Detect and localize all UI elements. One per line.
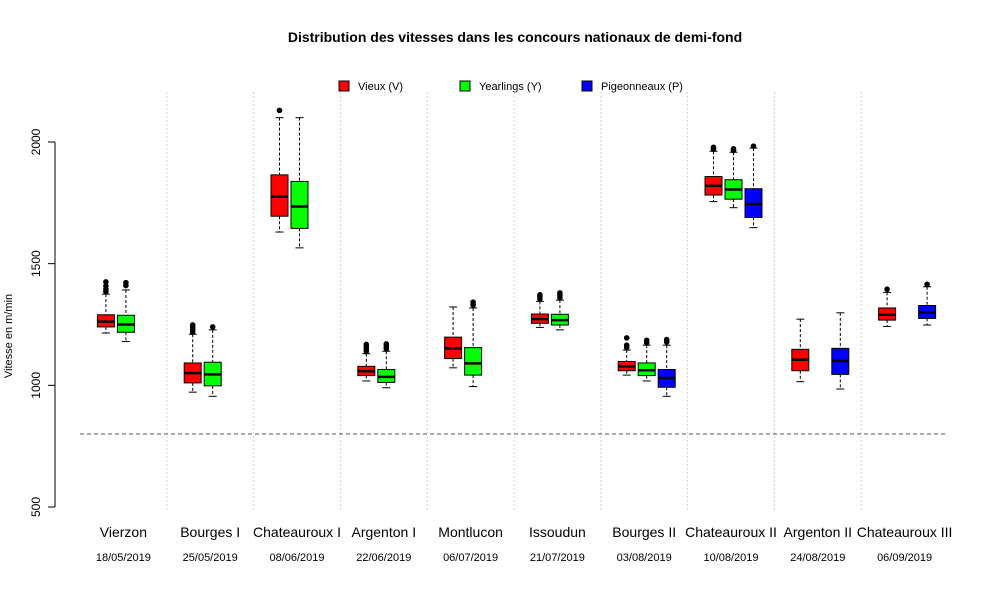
race-date-label: 10/08/2019 xyxy=(703,552,758,564)
y-axis: 500 1000 1500 2000 xyxy=(29,128,56,517)
race-name-label: Argenton II xyxy=(784,524,853,540)
outlier-point-y xyxy=(643,337,650,344)
race-group xyxy=(617,335,676,397)
box-y xyxy=(464,347,483,376)
outlier-point-v xyxy=(103,279,109,285)
race-group xyxy=(357,341,396,389)
outlier-point-v xyxy=(363,341,370,348)
y-tick-label: 500 xyxy=(29,497,43,517)
chart-title: Distribution des vitesses dans les conco… xyxy=(288,29,742,45)
y-tick-label: 1000 xyxy=(29,372,43,399)
race-name-label: Bourges II xyxy=(612,524,676,540)
outlier-point-v xyxy=(623,335,630,341)
legend-label-y: Yearlings (Y) xyxy=(479,81,542,93)
race-date-label: 03/08/2019 xyxy=(617,552,672,564)
y-tick-label: 2000 xyxy=(29,128,43,155)
race-group xyxy=(444,299,483,388)
legend: Vieux (V) Yearlings (Y) Pigeonneaux (P) xyxy=(338,80,683,93)
box-y xyxy=(290,180,309,229)
outlier-point-y xyxy=(383,341,390,347)
race-group xyxy=(791,312,850,390)
outlier-point-v xyxy=(884,286,890,293)
outlier-point-v xyxy=(103,283,109,289)
legend-swatch-v xyxy=(338,80,350,92)
race-date-label: 18/05/2019 xyxy=(96,552,151,564)
outlier-point-v xyxy=(537,292,543,298)
race-date-label: 21/07/2019 xyxy=(530,552,585,564)
outlier-point-v xyxy=(710,144,717,151)
outlier-point-y xyxy=(557,290,563,296)
race-group xyxy=(183,322,222,397)
race-date-label: 25/05/2019 xyxy=(183,552,238,564)
race-name-label: Vierzon xyxy=(100,524,147,540)
race-name-label: Chateauroux III xyxy=(857,524,953,540)
legend-label-v: Vieux (V) xyxy=(358,81,403,93)
x-axis-labels: Vierzon 18/05/2019 Bourges I 25/05/2019 Chat… xyxy=(96,524,953,564)
outlier-point-y xyxy=(123,279,129,286)
race-date-label: 08/06/2019 xyxy=(269,552,324,564)
race-name-label: Bourges I xyxy=(180,524,240,540)
y-axis-label: Vitesse en m/min xyxy=(3,294,15,378)
race-separators xyxy=(166,92,862,512)
race-name-label: Chateauroux I xyxy=(253,524,341,540)
outlier-point-p xyxy=(750,143,757,149)
legend-swatch-p xyxy=(581,80,593,92)
race-name-label: Issoudun xyxy=(529,524,586,540)
race-group xyxy=(270,107,309,249)
race-group xyxy=(530,290,569,331)
race-name-label: Chateauroux II xyxy=(685,524,777,540)
race-date-label: 24/08/2019 xyxy=(790,552,845,564)
outlier-point-p xyxy=(924,281,930,288)
outlier-point-y xyxy=(730,146,737,152)
outlier-point-y xyxy=(209,324,216,330)
outlier-point-v xyxy=(189,322,196,328)
box-group xyxy=(96,107,937,397)
outlier-point-y xyxy=(470,299,476,305)
race-date-label: 06/09/2019 xyxy=(877,552,932,564)
race-name-label: Argenton I xyxy=(351,524,416,540)
y-tick-label: 1500 xyxy=(29,250,43,277)
outlier-point-p xyxy=(663,336,670,343)
legend-swatch-y xyxy=(459,80,471,92)
legend-label-p: Pigeonneaux (P) xyxy=(601,81,683,93)
race-group xyxy=(878,281,937,327)
outlier-point-v xyxy=(276,107,283,114)
race-group xyxy=(704,143,763,229)
race-date-label: 06/07/2019 xyxy=(443,552,498,564)
race-name-label: Montlucon xyxy=(438,524,503,540)
race-group xyxy=(96,279,135,343)
outlier-point-v xyxy=(623,342,630,348)
race-date-label: 22/06/2019 xyxy=(356,552,411,564)
